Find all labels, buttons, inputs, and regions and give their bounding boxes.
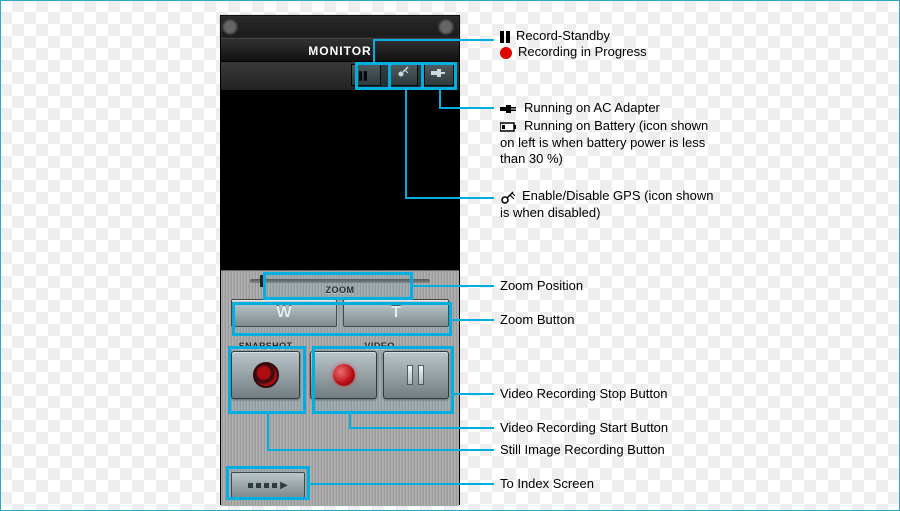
gps-indicator bbox=[388, 64, 418, 86]
status-bar bbox=[221, 16, 459, 38]
annot-battery-text: Running on Battery (icon shown on left i… bbox=[500, 118, 708, 166]
annot-ac-text: Running on AC Adapter bbox=[524, 100, 660, 115]
annot-video-stop: Video Recording Stop Button bbox=[500, 386, 667, 402]
snapshot-label: SNAPSHOT bbox=[231, 341, 300, 351]
video-stop-button[interactable] bbox=[383, 351, 449, 399]
annot-zoom-position: Zoom Position bbox=[500, 278, 583, 294]
annot-still: Still Image Recording Button bbox=[500, 442, 665, 458]
shutter-icon bbox=[253, 362, 279, 388]
annot-zoom-button: Zoom Button bbox=[500, 312, 574, 328]
power-indicator bbox=[424, 64, 454, 86]
annot-gps: Enable/Disable GPS (icon shown is when d… bbox=[500, 188, 720, 221]
annot-recording-text: Recording in Progress bbox=[518, 44, 647, 59]
zoom-label: ZOOM bbox=[231, 285, 449, 295]
annot-ac: Running on AC Adapter bbox=[500, 100, 660, 117]
monitor-title: MONITOR bbox=[221, 38, 459, 62]
zoom-position-slider[interactable] bbox=[250, 279, 430, 283]
annot-gps-text: Enable/Disable GPS (icon shown is when d… bbox=[500, 188, 714, 220]
record-state-indicator bbox=[351, 64, 381, 86]
controls-panel: ZOOM W T SNAPSHOT VIDEO bbox=[221, 270, 459, 506]
phone-mockup: MONITOR ZOOM W T SNAPSHOT bbox=[220, 15, 460, 505]
snapshot-button[interactable] bbox=[231, 351, 300, 399]
video-record-button[interactable] bbox=[310, 351, 376, 399]
indicator-row bbox=[221, 62, 459, 90]
annot-standby: Record-Standby Recording in Progress bbox=[500, 28, 647, 61]
zoom-tele-button[interactable]: T bbox=[343, 299, 449, 327]
video-label: VIDEO bbox=[310, 341, 449, 351]
annot-index: To Index Screen bbox=[500, 476, 594, 492]
annot-battery: Running on Battery (icon shown on left i… bbox=[500, 118, 720, 167]
index-screen-button[interactable]: ▶ bbox=[231, 472, 305, 498]
pause-icon bbox=[407, 365, 424, 385]
annot-video-start: Video Recording Start Button bbox=[500, 420, 668, 436]
record-icon bbox=[333, 364, 355, 386]
video-viewport bbox=[221, 90, 459, 270]
zoom-wide-button[interactable]: W bbox=[231, 299, 337, 327]
annot-standby-text: Record-Standby bbox=[516, 28, 610, 43]
